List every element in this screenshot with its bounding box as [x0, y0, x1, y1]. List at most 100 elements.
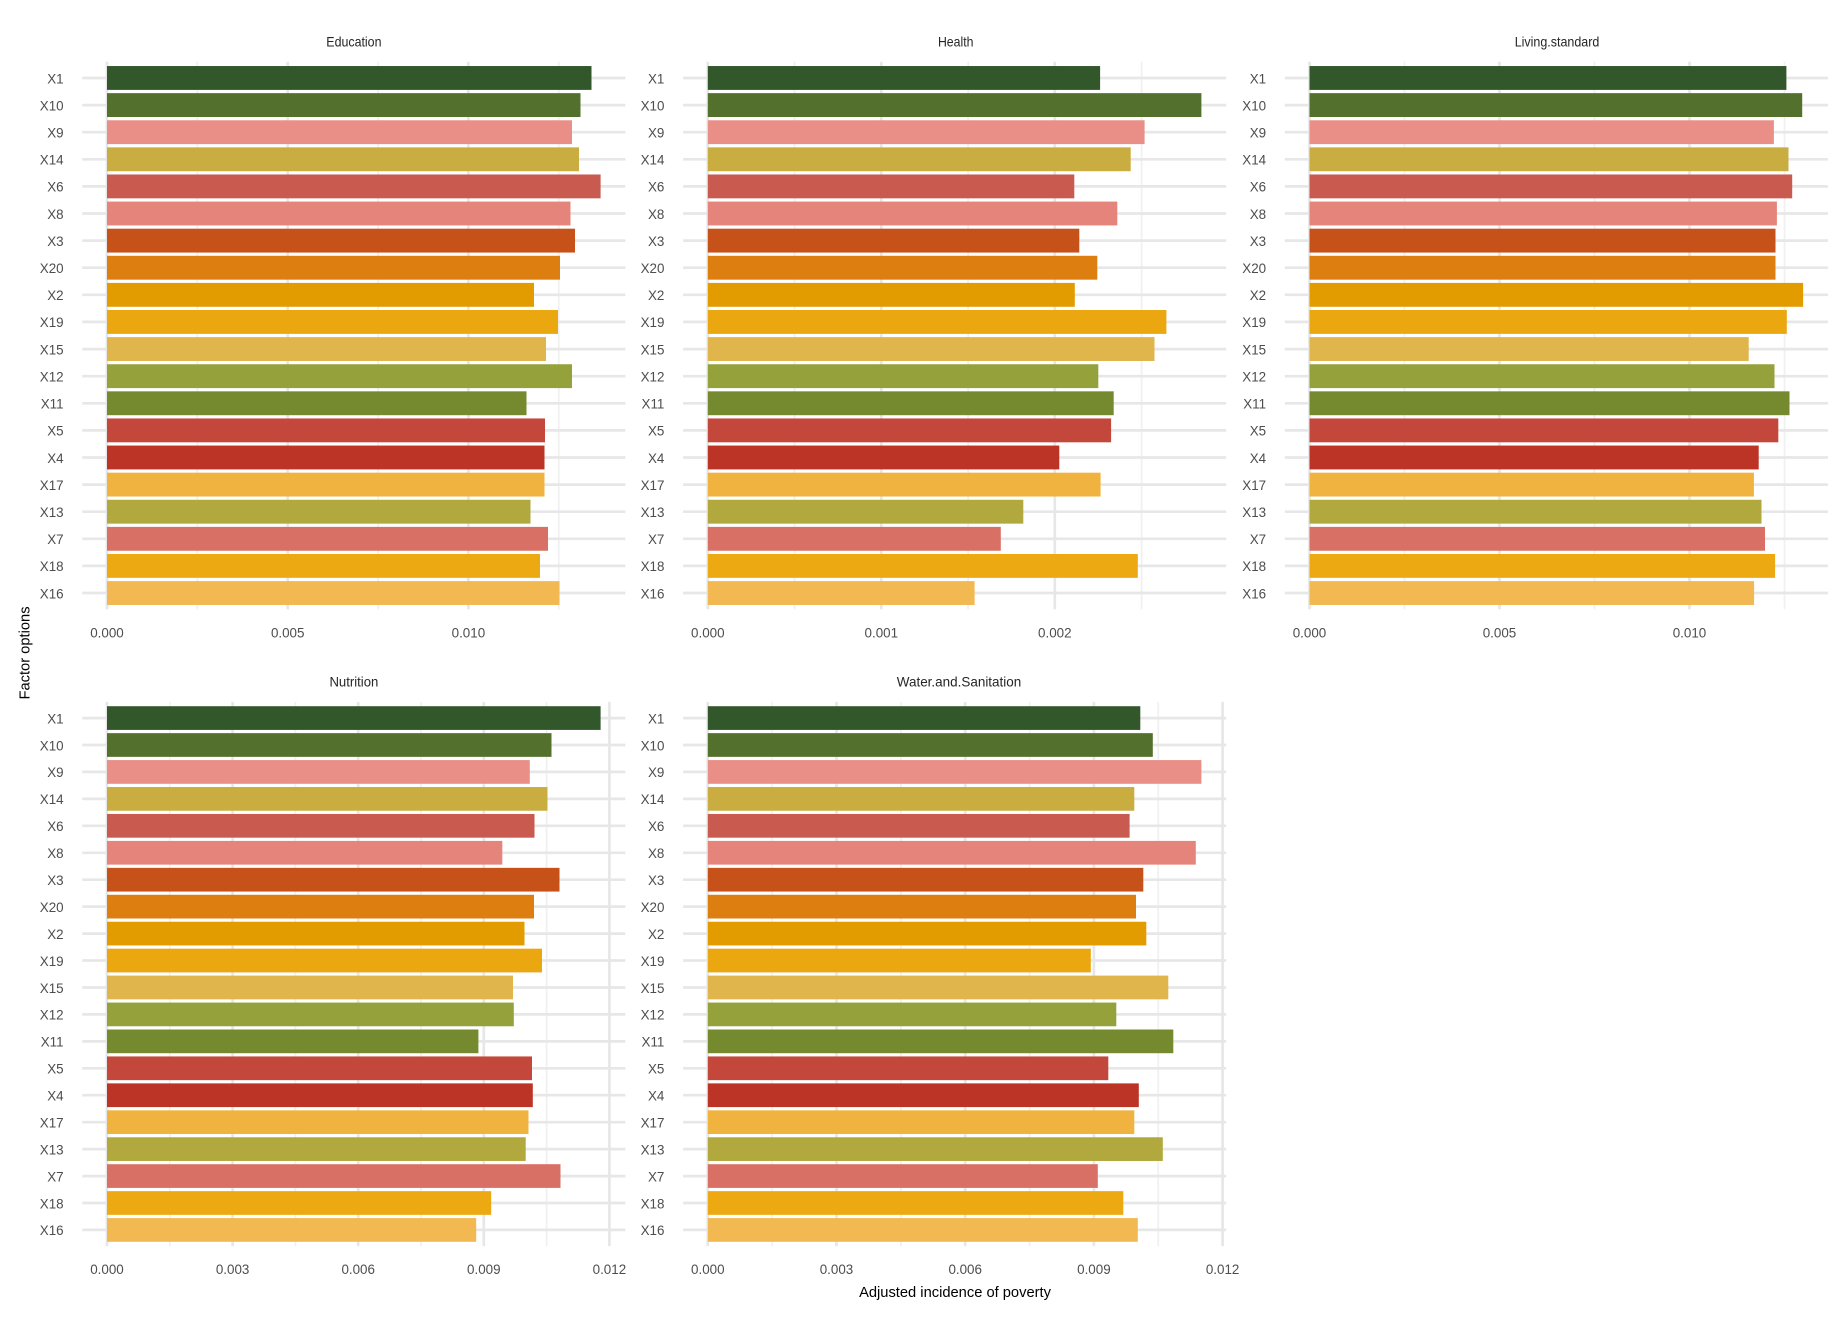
svg-text:X16: X16	[40, 586, 64, 601]
svg-text:Nutrition: Nutrition	[329, 674, 378, 690]
svg-text:X7: X7	[47, 1169, 63, 1184]
svg-text:X7: X7	[47, 532, 63, 547]
svg-text:0.012: 0.012	[1206, 1262, 1240, 1277]
svg-text:X19: X19	[1242, 315, 1266, 330]
svg-text:0.003: 0.003	[820, 1262, 854, 1277]
svg-text:0.001: 0.001	[865, 625, 899, 640]
svg-text:X1: X1	[648, 71, 664, 86]
svg-text:X6: X6	[648, 180, 664, 195]
svg-text:X2: X2	[648, 288, 664, 303]
svg-text:X17: X17	[641, 478, 665, 493]
svg-text:0.006: 0.006	[341, 1262, 375, 1277]
svg-text:X17: X17	[40, 478, 64, 493]
svg-text:X10: X10	[1242, 98, 1266, 113]
svg-text:X19: X19	[641, 954, 665, 969]
svg-text:0.009: 0.009	[467, 1262, 501, 1277]
svg-text:X5: X5	[47, 1062, 63, 1077]
svg-text:X4: X4	[1250, 451, 1267, 466]
svg-text:X3: X3	[47, 234, 63, 249]
svg-text:X11: X11	[41, 397, 64, 412]
svg-text:X5: X5	[648, 424, 664, 439]
svg-text:Adjusted incidence of poverty: Adjusted incidence of poverty	[859, 1285, 1052, 1301]
svg-text:Water.and.Sanitation: Water.and.Sanitation	[897, 674, 1022, 690]
svg-text:X13: X13	[641, 505, 665, 520]
svg-text:X9: X9	[648, 765, 664, 780]
svg-text:X15: X15	[40, 342, 64, 357]
svg-text:X20: X20	[1242, 261, 1266, 276]
svg-text:X9: X9	[648, 126, 664, 141]
svg-text:X9: X9	[47, 765, 63, 780]
svg-text:X13: X13	[1242, 505, 1266, 520]
svg-text:X15: X15	[641, 342, 665, 357]
svg-text:X6: X6	[47, 819, 63, 834]
svg-text:0.010: 0.010	[452, 625, 486, 640]
svg-text:X10: X10	[40, 738, 64, 753]
svg-text:X20: X20	[641, 900, 665, 915]
svg-text:X1: X1	[1250, 71, 1266, 86]
svg-text:X8: X8	[648, 207, 664, 222]
svg-text:X4: X4	[648, 1089, 665, 1104]
svg-text:X3: X3	[1250, 234, 1266, 249]
svg-text:X7: X7	[648, 532, 664, 547]
svg-text:X7: X7	[648, 1169, 664, 1184]
svg-text:0.006: 0.006	[948, 1262, 982, 1277]
svg-text:X14: X14	[40, 792, 64, 807]
svg-text:X8: X8	[1250, 207, 1266, 222]
svg-text:X12: X12	[641, 370, 665, 385]
svg-text:0.010: 0.010	[1673, 625, 1707, 640]
svg-text:X10: X10	[40, 98, 64, 113]
svg-text:X10: X10	[641, 738, 665, 753]
svg-text:X20: X20	[40, 900, 64, 915]
svg-text:X2: X2	[648, 927, 664, 942]
svg-text:0.000: 0.000	[90, 1262, 124, 1277]
svg-text:X11: X11	[41, 1035, 64, 1050]
svg-text:X20: X20	[641, 261, 665, 276]
svg-text:0.000: 0.000	[90, 625, 124, 640]
svg-text:X13: X13	[40, 1142, 64, 1157]
svg-text:X17: X17	[641, 1116, 665, 1131]
svg-text:0.005: 0.005	[271, 625, 305, 640]
svg-text:X7: X7	[1250, 532, 1266, 547]
svg-text:X15: X15	[1242, 342, 1266, 357]
svg-text:X4: X4	[648, 451, 665, 466]
svg-text:X1: X1	[648, 711, 664, 726]
svg-text:X13: X13	[641, 1142, 665, 1157]
svg-text:X16: X16	[40, 1223, 64, 1238]
svg-text:X12: X12	[40, 370, 64, 385]
svg-text:X2: X2	[47, 927, 63, 942]
svg-text:X10: X10	[641, 98, 665, 113]
svg-text:X11: X11	[1243, 397, 1266, 412]
svg-text:X6: X6	[47, 180, 63, 195]
svg-text:X4: X4	[47, 451, 64, 466]
svg-text:Living.standard: Living.standard	[1515, 33, 1600, 49]
svg-text:X3: X3	[648, 873, 664, 888]
svg-text:X16: X16	[641, 586, 665, 601]
svg-text:X9: X9	[47, 126, 63, 141]
svg-text:X11: X11	[642, 1035, 665, 1050]
svg-text:X12: X12	[1242, 370, 1266, 385]
svg-text:X2: X2	[1250, 288, 1266, 303]
svg-text:X14: X14	[641, 792, 665, 807]
svg-text:X13: X13	[40, 505, 64, 520]
svg-text:X18: X18	[641, 559, 665, 574]
svg-text:0.000: 0.000	[691, 1262, 725, 1277]
svg-text:X16: X16	[1242, 586, 1266, 601]
svg-text:X18: X18	[641, 1196, 665, 1211]
svg-text:X5: X5	[648, 1062, 664, 1077]
svg-text:0.005: 0.005	[1483, 625, 1517, 640]
svg-text:X8: X8	[47, 846, 63, 861]
svg-text:Education: Education	[326, 33, 381, 49]
svg-text:0.012: 0.012	[593, 1262, 627, 1277]
svg-text:X19: X19	[641, 315, 665, 330]
svg-text:X17: X17	[1242, 478, 1266, 493]
svg-text:X19: X19	[40, 954, 64, 969]
svg-text:X9: X9	[1250, 126, 1266, 141]
svg-text:Health: Health	[938, 33, 974, 49]
svg-text:X1: X1	[47, 711, 63, 726]
svg-text:0.000: 0.000	[691, 625, 725, 640]
svg-text:X20: X20	[40, 261, 64, 276]
svg-text:X11: X11	[642, 397, 665, 412]
svg-text:X18: X18	[1242, 559, 1266, 574]
svg-text:X18: X18	[40, 559, 64, 574]
svg-text:X14: X14	[641, 153, 665, 168]
